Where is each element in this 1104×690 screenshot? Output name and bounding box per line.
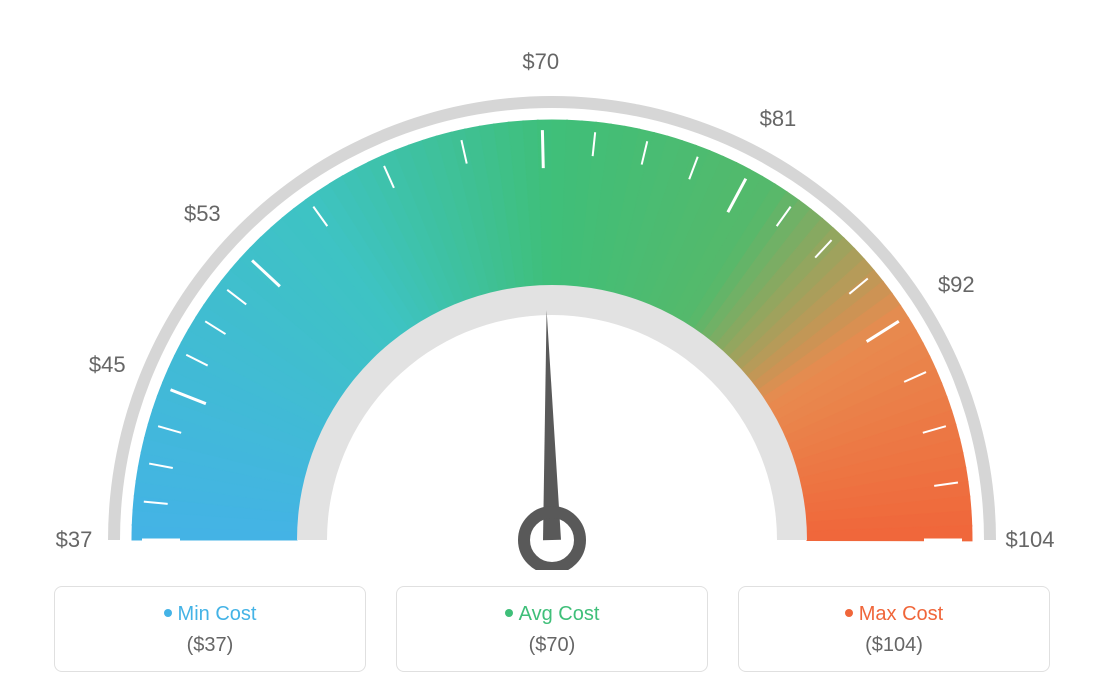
- legend-avg-value: ($70): [397, 634, 707, 657]
- gauge-tick-label: $53: [184, 201, 221, 227]
- legend-card-avg: Avg Cost ($70): [396, 586, 708, 672]
- legend-row: Min Cost ($37) Avg Cost ($70) Max Cost (…: [0, 586, 1104, 672]
- gauge-area: $37 $45 $53 $70 $81 $92 $104: [0, 0, 1104, 570]
- gauge-tick-label: $92: [938, 272, 975, 298]
- legend-avg-label: Avg Cost: [519, 603, 600, 625]
- gauge-tick-label: $37: [56, 527, 93, 553]
- gauge-tick-label: $81: [760, 106, 797, 132]
- legend-card-max: Max Cost ($104): [738, 586, 1050, 672]
- legend-max-title: Max Cost: [739, 603, 1049, 626]
- legend-max-label: Max Cost: [859, 603, 943, 625]
- legend-card-min: Min Cost ($37): [54, 586, 366, 672]
- legend-avg-dot-icon: [505, 609, 513, 617]
- gauge-tick-label: $104: [1006, 527, 1055, 553]
- cost-gauge-chart: $37 $45 $53 $70 $81 $92 $104 Min Cost ($37) Av…: [0, 0, 1104, 690]
- legend-max-value: ($104): [739, 634, 1049, 657]
- legend-min-value: ($37): [55, 634, 365, 657]
- legend-min-title: Min Cost: [55, 603, 365, 626]
- gauge-tick-label: $70: [522, 49, 559, 75]
- legend-min-label: Min Cost: [178, 603, 257, 625]
- legend-avg-title: Avg Cost: [397, 603, 707, 626]
- legend-min-dot-icon: [164, 609, 172, 617]
- legend-max-dot-icon: [845, 609, 853, 617]
- gauge-tick-label: $45: [89, 352, 126, 378]
